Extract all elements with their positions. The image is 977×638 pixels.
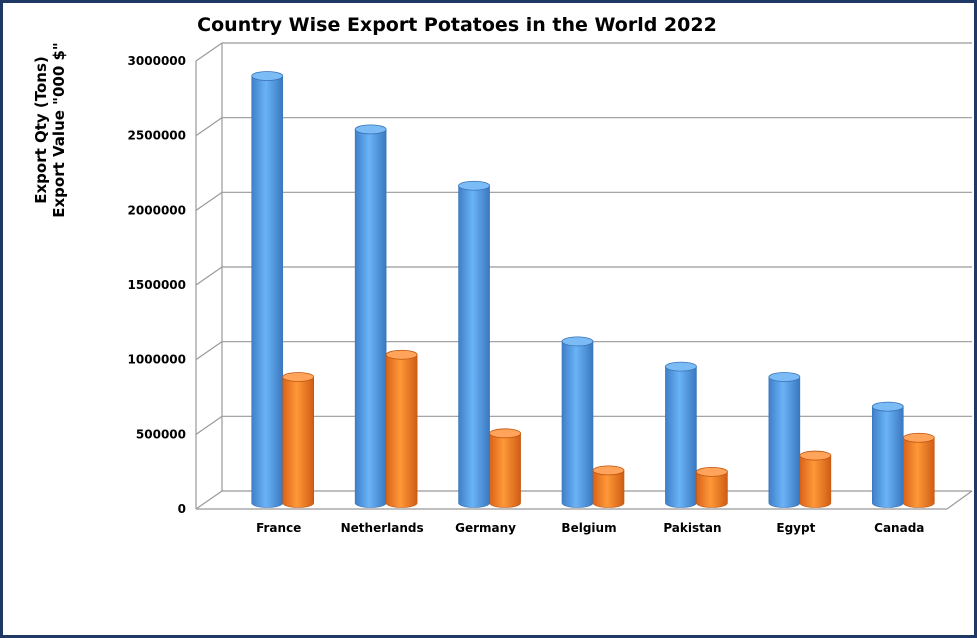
side-gridline [195, 415, 223, 435]
x-tick-label: France [256, 521, 301, 535]
bar-body [489, 433, 521, 508]
floor-right-edge [946, 490, 973, 510]
bar-top [251, 71, 284, 81]
bar-belgium-series-1 [561, 336, 594, 508]
bar-canada-series-2 [902, 432, 935, 508]
bar-body [251, 75, 284, 508]
bar-belgium-series-2 [592, 465, 625, 508]
bar-egypt-series-1 [768, 372, 801, 508]
bar-top [902, 432, 935, 443]
y-tick-label: 0 [178, 502, 186, 516]
bar-top [665, 361, 697, 372]
x-tick-label: Netherlands [341, 521, 424, 535]
bar-top [871, 401, 904, 412]
x-tick-label: Belgium [561, 521, 616, 535]
y-tick-label: 1000000 [128, 353, 186, 367]
bar-germany-series-2 [489, 428, 521, 508]
bar-netherlands-series-2 [385, 349, 418, 508]
bar-france-series-2 [282, 372, 315, 508]
bar-netherlands-series-1 [354, 124, 387, 508]
x-axis-ticks: France Netherlands Germany Belgium Pakistan E… [256, 521, 924, 535]
bar-top [458, 180, 490, 191]
y-axis-label: Export Qty (Tons) Export Value "000 $" [32, 42, 68, 217]
bar-body [458, 185, 490, 508]
side-gridline [195, 42, 223, 62]
x-tick-label: Germany [455, 521, 516, 535]
bar-body [902, 437, 935, 508]
y-axis-label-line-2: Export Value "000 $" [50, 42, 68, 217]
bar-body [282, 376, 315, 508]
y-tick-label: 2500000 [128, 129, 186, 143]
bar-top [354, 124, 387, 135]
y-tick-label: 3000000 [128, 54, 186, 68]
bar-body [871, 406, 904, 508]
bar-top [561, 336, 594, 347]
bar-pakistan-series-2 [696, 466, 728, 508]
y-tick-label: 2000000 [128, 203, 186, 217]
y-tick-label: 1500000 [128, 278, 186, 292]
bar-germany-series-1 [458, 180, 490, 508]
bar-body [592, 470, 625, 508]
bar-top [282, 372, 315, 382]
bar-canada-series-1 [871, 401, 904, 508]
bar-top [385, 349, 418, 360]
side-gridline [195, 191, 223, 211]
side-gridline [195, 341, 223, 361]
chart-title: Country Wise Export Potatoes in the Worl… [197, 14, 717, 36]
side-gridline [195, 490, 223, 510]
y-axis-label-line-1: Export Qty (Tons) [32, 56, 50, 204]
x-tick-label: Canada [874, 521, 924, 535]
bar-top [592, 465, 625, 476]
x-tick-label: Pakistan [663, 521, 721, 535]
bar-top [768, 372, 801, 382]
bars [251, 71, 935, 508]
bar-body [385, 354, 418, 508]
bar-egypt-series-2 [799, 450, 832, 508]
bar-top [489, 428, 521, 439]
side-gridline [195, 117, 223, 137]
y-tick-label: 500000 [136, 427, 186, 441]
side-gridline [195, 266, 223, 286]
x-tick-label: Egypt [776, 521, 815, 535]
bar-body [799, 455, 832, 508]
bar-top [696, 466, 728, 477]
grid [195, 42, 973, 510]
bar-top [799, 450, 832, 461]
bar-france-series-1 [251, 71, 284, 508]
y-axis-ticks: 0 500000 1000000 1500000 2000000 2500000 30000… [128, 54, 186, 516]
bar-body [354, 129, 387, 508]
bar-body [768, 376, 801, 508]
bar-body [665, 366, 697, 508]
bar-body [561, 341, 594, 508]
bar-body [696, 471, 728, 508]
bar-pakistan-series-1 [665, 361, 697, 508]
